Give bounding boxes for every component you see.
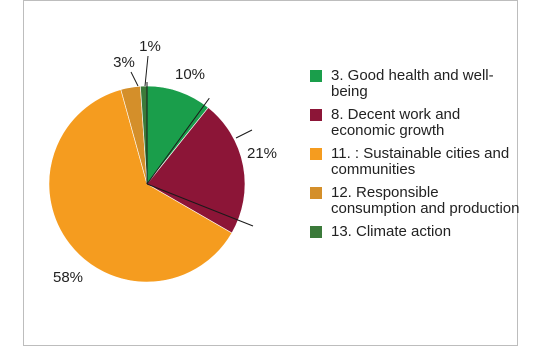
slice-separator-line (146, 97, 210, 185)
legend-swatch (310, 187, 322, 199)
legend-swatch (310, 70, 322, 82)
legend: 3. Good health and well-being 8. Decent … (310, 68, 520, 247)
legend-item-decent-work: 8. Decent work and economic growth (310, 107, 520, 139)
slice-percent-label: 1% (139, 38, 161, 55)
slice-percent-label: 21% (247, 145, 277, 162)
legend-item-responsible-consumption: 12. Responsible consumption and producti… (310, 185, 520, 217)
legend-swatch (310, 148, 322, 160)
legend-label: 12. Responsible consumption and producti… (331, 184, 520, 217)
pie-slice (48, 89, 233, 283)
legend-label: 11. : Sustainable cities and communities (331, 145, 510, 178)
legend-swatch (310, 226, 322, 238)
leader-line (130, 71, 139, 87)
pie-slice (146, 85, 209, 185)
slice-percent-label: 3% (113, 54, 135, 71)
slice-percent-label: 10% (175, 66, 205, 83)
pie-slice (146, 107, 246, 234)
legend-item-sustainable-cities: 11. : Sustainable cities and communities (310, 146, 520, 178)
legend-item-good-health: 3. Good health and well-being (310, 68, 520, 100)
legend-label: 8. Decent work and economic growth (331, 106, 461, 139)
slice-separator-line (146, 183, 254, 227)
legend-label: 13. Climate action (331, 223, 452, 240)
leader-line (235, 129, 253, 139)
leader-line (144, 55, 149, 87)
legend-label: 3. Good health and well-being (331, 67, 494, 100)
legend-item-climate-action: 13. Climate action (310, 224, 520, 240)
chart-frame (23, 0, 518, 346)
legend-swatch (310, 109, 322, 121)
slice-percent-label: 58% (53, 269, 83, 286)
